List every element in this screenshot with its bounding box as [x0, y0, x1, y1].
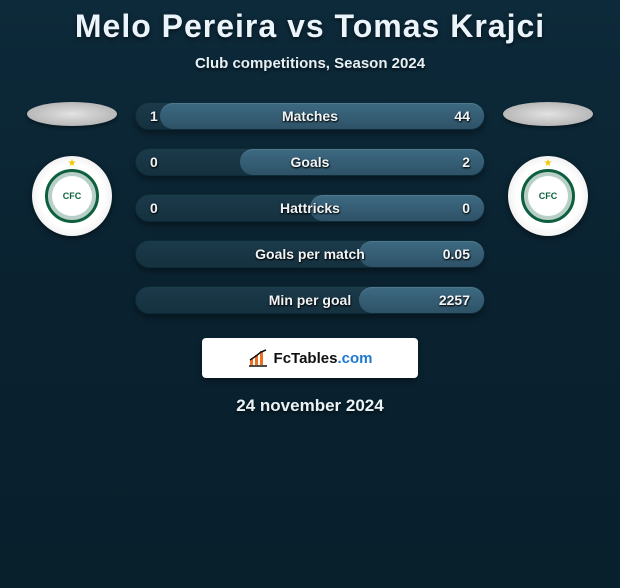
stat-label: Hattricks — [136, 200, 484, 216]
club-badge-ring: CFC — [45, 169, 99, 223]
stat-label: Matches — [136, 108, 484, 124]
star-icon: ★ — [68, 158, 77, 169]
comparison-title: Melo Pereira vs Tomas Krajci — [0, 8, 620, 45]
stat-value-right: 2257 — [439, 292, 470, 308]
comparison-subtitle: Club competitions, Season 2024 — [0, 55, 620, 72]
stat-value-right: 0 — [462, 200, 470, 216]
attribution-logo[interactable]: FcTables.com — [202, 338, 418, 378]
player-left-club-badge: ★ CFC — [32, 156, 112, 236]
stat-value-right: 44 — [454, 108, 470, 124]
bar-chart-icon — [248, 349, 268, 367]
star-icon: ★ — [544, 158, 553, 169]
stat-bar: 1Matches44 — [135, 102, 485, 130]
stat-bar: 0Goals2 — [135, 148, 485, 176]
club-badge-initials: CFC — [52, 176, 92, 216]
stat-bars-container: 1Matches440Goals20Hattricks0Goals per ma… — [135, 102, 485, 314]
stat-label: Goals — [136, 154, 484, 170]
stat-label: Min per goal — [136, 292, 484, 308]
stat-value-right: 2 — [462, 154, 470, 170]
player-right-club-badge: ★ CFC — [508, 156, 588, 236]
stat-bar: Goals per match0.05 — [135, 240, 485, 268]
player-left-photo-placeholder — [27, 102, 117, 126]
attribution-text: FcTables.com — [274, 350, 373, 367]
stat-bar: 0Hattricks0 — [135, 194, 485, 222]
player-left-column: ★ CFC — [27, 102, 117, 236]
player-right-photo-placeholder — [503, 102, 593, 126]
snapshot-date: 24 november 2024 — [0, 396, 620, 416]
player-right-column: ★ CFC — [503, 102, 593, 236]
stat-bar: Min per goal2257 — [135, 286, 485, 314]
stat-label: Goals per match — [136, 246, 484, 262]
stat-value-right: 0.05 — [443, 246, 470, 262]
comparison-body: ★ CFC 1Matches440Goals20Hattricks0Goals … — [0, 102, 620, 314]
club-badge-ring: CFC — [521, 169, 575, 223]
club-badge-initials: CFC — [528, 176, 568, 216]
